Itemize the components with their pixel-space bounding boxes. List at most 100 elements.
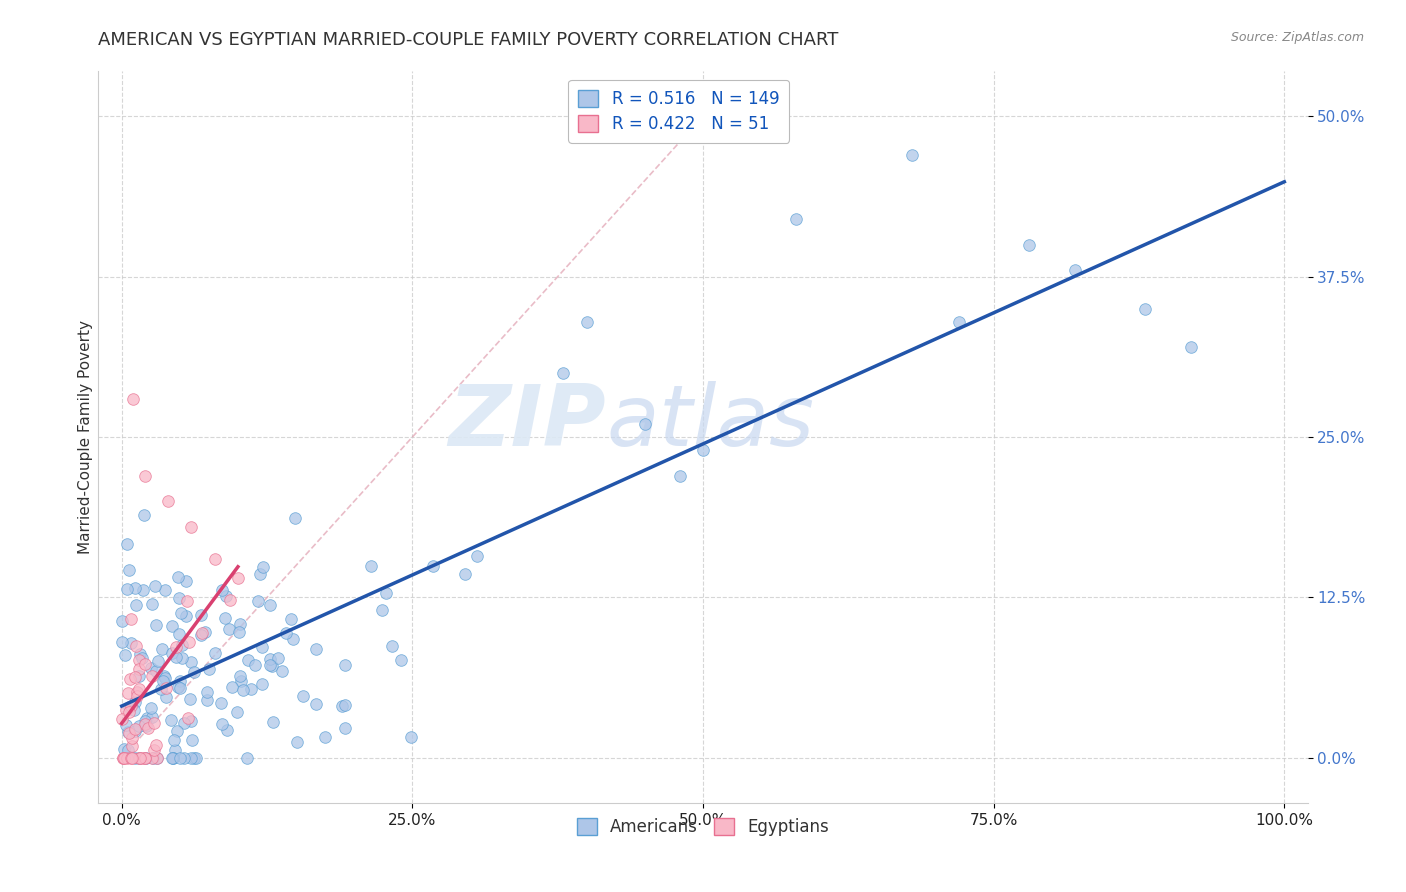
Point (180, 520, 202, 534)
Point (129, 647, 152, 661)
Point (211, 717, 233, 731)
Point (179, 692, 201, 706)
Point (153, 582, 176, 597)
Point (134, 751, 156, 765)
Point (184, 751, 207, 765)
Point (124, 581, 146, 595)
Text: atlas: atlas (606, 381, 814, 464)
Point (145, 751, 167, 765)
Point (179, 714, 201, 729)
Point (149, 682, 172, 697)
Point (160, 714, 183, 728)
Point (209, 696, 232, 710)
Point (120, 612, 142, 626)
Point (132, 582, 155, 597)
Point (1064, 263, 1087, 277)
Point (143, 743, 166, 757)
Point (131, 650, 153, 665)
Point (115, 537, 138, 551)
Point (170, 607, 193, 621)
Point (129, 751, 152, 765)
Point (112, 742, 135, 756)
Point (232, 682, 254, 697)
Point (179, 635, 201, 649)
Point (634, 417, 657, 432)
Point (115, 751, 138, 765)
Point (252, 640, 274, 655)
Point (454, 567, 477, 582)
Point (165, 743, 187, 757)
Point (180, 751, 202, 765)
Point (118, 563, 141, 577)
Point (335, 658, 357, 673)
Point (141, 700, 163, 714)
Point (183, 751, 205, 765)
Point (120, 673, 142, 687)
Point (304, 698, 326, 712)
Point (124, 751, 146, 765)
Point (195, 685, 218, 699)
Point (215, 590, 238, 604)
Point (114, 751, 136, 765)
Point (166, 570, 188, 584)
Point (112, 751, 135, 765)
Point (128, 669, 150, 683)
Point (124, 670, 146, 684)
Point (217, 723, 239, 738)
Point (1180, 340, 1202, 354)
Point (668, 468, 690, 483)
Point (211, 583, 233, 598)
Point (218, 622, 240, 636)
Point (155, 681, 177, 695)
Point (169, 751, 191, 765)
Point (121, 739, 143, 754)
Point (375, 585, 398, 599)
Point (166, 680, 188, 694)
Point (190, 628, 212, 642)
Point (166, 723, 188, 738)
Point (111, 614, 134, 628)
Point (228, 624, 250, 639)
Point (128, 751, 150, 765)
Point (134, 716, 156, 731)
Point (141, 751, 163, 765)
Point (117, 686, 139, 700)
Point (134, 714, 156, 728)
Point (259, 651, 281, 665)
Point (152, 674, 174, 689)
Point (291, 689, 314, 703)
Point (131, 751, 153, 765)
Point (114, 717, 136, 731)
Point (270, 664, 292, 678)
Point (117, 700, 139, 714)
Point (162, 751, 184, 765)
Point (117, 743, 139, 757)
Point (260, 659, 283, 673)
Point (111, 712, 134, 726)
Point (333, 698, 356, 712)
Point (183, 665, 205, 679)
Point (167, 627, 190, 641)
Point (160, 646, 183, 660)
Point (153, 669, 176, 683)
Point (143, 579, 166, 593)
Point (204, 646, 226, 660)
Point (132, 508, 155, 522)
Point (122, 392, 145, 406)
Point (1018, 237, 1040, 252)
Point (128, 662, 150, 676)
Point (162, 751, 184, 765)
Point (221, 680, 243, 694)
Point (266, 651, 288, 665)
Point (1133, 301, 1156, 316)
Point (399, 730, 422, 744)
Point (389, 653, 412, 667)
Point (135, 751, 157, 765)
Point (250, 676, 273, 690)
Text: ZIP: ZIP (449, 381, 606, 464)
Point (190, 608, 212, 623)
Point (128, 751, 150, 765)
Point (360, 559, 382, 574)
Point (162, 732, 184, 747)
Point (169, 681, 191, 695)
